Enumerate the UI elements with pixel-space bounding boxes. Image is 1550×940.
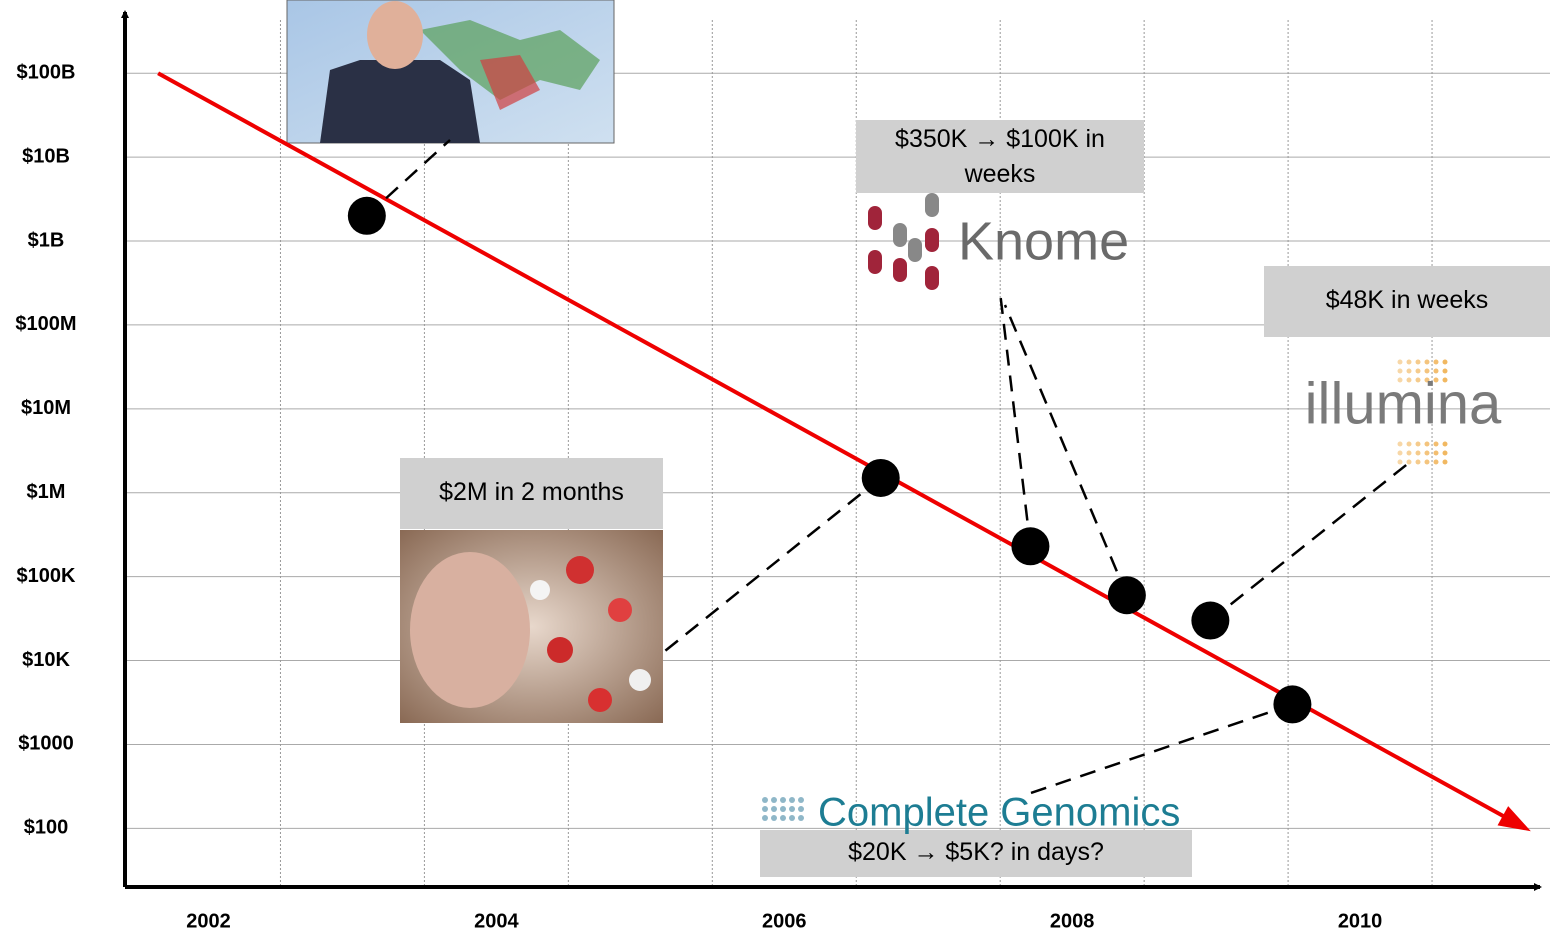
logo-dot bbox=[1416, 360, 1421, 365]
logo-dot bbox=[925, 228, 939, 252]
logo-dot bbox=[771, 815, 777, 821]
logo-dot bbox=[762, 815, 768, 821]
data-point bbox=[1273, 685, 1311, 723]
data-point bbox=[1191, 602, 1229, 640]
photo-collins bbox=[287, 0, 614, 143]
connector bbox=[1210, 462, 1410, 621]
logo-text: Complete Genomics bbox=[818, 791, 1180, 835]
logo-dot bbox=[925, 193, 939, 217]
logo-dot bbox=[1416, 451, 1421, 456]
logo-dot bbox=[1443, 442, 1448, 447]
y-tick-label: $100K bbox=[17, 565, 76, 587]
logo-dot bbox=[771, 806, 777, 812]
trend-arrowhead bbox=[1498, 806, 1531, 831]
logo-dot bbox=[1416, 442, 1421, 447]
logo-dot bbox=[780, 797, 786, 803]
logo-dot bbox=[780, 806, 786, 812]
logo-dot bbox=[789, 815, 795, 821]
logo-dot bbox=[1416, 460, 1421, 465]
logo-dot bbox=[893, 258, 907, 282]
y-tick-label: $10M bbox=[21, 397, 71, 419]
logo-dot bbox=[798, 806, 804, 812]
chart: $100B $10B $1B $100M $10M $1M $100K $10K $1000 $1… bbox=[0, 0, 1550, 940]
annotation: $20K → $5K? in days? bbox=[848, 838, 1104, 866]
logo-dot bbox=[798, 797, 804, 803]
logo-dot bbox=[789, 806, 795, 812]
logo-dot bbox=[893, 223, 907, 247]
logo-dot bbox=[1398, 451, 1403, 456]
logo-dot bbox=[1434, 460, 1439, 465]
logo-dot bbox=[1398, 442, 1403, 447]
grid bbox=[125, 20, 1550, 887]
logo-dot bbox=[1434, 451, 1439, 456]
logo-dot bbox=[1443, 360, 1448, 365]
logo-text: illumina bbox=[1305, 371, 1502, 436]
x-tick-label: 2010 bbox=[1338, 910, 1383, 932]
x-tick-label: 2006 bbox=[762, 910, 807, 932]
logo-dot bbox=[1407, 442, 1412, 447]
y-tick-label: $1M bbox=[27, 481, 66, 503]
logo-dot bbox=[798, 815, 804, 821]
logo-dot bbox=[1407, 451, 1412, 456]
y-tick-label: $1000 bbox=[18, 733, 74, 755]
x-tick-label: 2008 bbox=[1050, 910, 1095, 932]
logo-dot bbox=[789, 797, 795, 803]
logo-dot bbox=[1398, 360, 1403, 365]
logo-text: Knome bbox=[958, 211, 1129, 271]
trend-line bbox=[158, 73, 1525, 828]
annotation: $2M in 2 months bbox=[439, 478, 624, 506]
y-tick-label: $100B bbox=[17, 61, 76, 83]
logo-dot bbox=[1425, 451, 1430, 456]
data-point bbox=[862, 459, 900, 497]
logo-dot bbox=[1407, 360, 1412, 365]
logo-dot bbox=[1407, 460, 1412, 465]
logo-dot bbox=[1425, 460, 1430, 465]
photo-watson bbox=[400, 530, 663, 723]
data-point bbox=[1108, 576, 1146, 614]
y-tick-label: $10K bbox=[22, 649, 70, 671]
logo-dot bbox=[1425, 442, 1430, 447]
logo-dot bbox=[780, 815, 786, 821]
logo-dot bbox=[868, 206, 882, 230]
logo-dot bbox=[908, 238, 922, 262]
logo-dot bbox=[1434, 360, 1439, 365]
y-tick-label: $100 bbox=[24, 817, 69, 839]
logo-dot bbox=[762, 806, 768, 812]
y-tick-label: $100M bbox=[15, 313, 76, 335]
y-tick-label: $10B bbox=[22, 145, 70, 167]
connector bbox=[660, 478, 881, 655]
logo-dot bbox=[925, 266, 939, 290]
logo-dot bbox=[1425, 360, 1430, 365]
connector bbox=[1025, 704, 1292, 795]
logo-dot bbox=[762, 797, 768, 803]
logo-dot bbox=[1443, 460, 1448, 465]
logo-dot bbox=[1434, 442, 1439, 447]
logo-dot bbox=[1398, 460, 1403, 465]
data-point bbox=[348, 197, 386, 235]
logo-dot bbox=[771, 797, 777, 803]
logo-illumina: illumina bbox=[1305, 360, 1502, 465]
annotation: $48K in weeks bbox=[1326, 286, 1489, 314]
logo-dot bbox=[868, 250, 882, 274]
logo-complete-genomics: Complete Genomics bbox=[762, 791, 1180, 835]
data-point bbox=[1011, 527, 1049, 565]
x-tick-label: 2002 bbox=[186, 910, 231, 932]
x-tick-label: 2004 bbox=[474, 910, 519, 932]
logo-dot bbox=[1443, 451, 1448, 456]
y-tick-label: $1B bbox=[28, 229, 65, 251]
